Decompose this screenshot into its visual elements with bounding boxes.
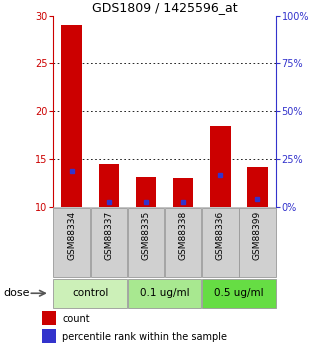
FancyBboxPatch shape <box>202 208 239 277</box>
FancyBboxPatch shape <box>239 208 276 277</box>
FancyBboxPatch shape <box>53 208 90 277</box>
Bar <box>61 25 82 207</box>
Text: 0.1 ug/ml: 0.1 ug/ml <box>140 288 189 298</box>
Text: GSM88399: GSM88399 <box>253 210 262 260</box>
Text: count: count <box>62 314 90 324</box>
Text: dose: dose <box>3 288 30 298</box>
Text: GSM88335: GSM88335 <box>142 210 151 260</box>
Bar <box>210 126 230 207</box>
Bar <box>99 164 119 207</box>
Bar <box>136 177 156 207</box>
Text: 0.5 ug/ml: 0.5 ug/ml <box>214 288 264 298</box>
Text: percentile rank within the sample: percentile rank within the sample <box>62 332 228 342</box>
Text: GSM88336: GSM88336 <box>216 210 225 260</box>
FancyBboxPatch shape <box>128 279 201 307</box>
FancyBboxPatch shape <box>128 208 164 277</box>
Text: GSM88338: GSM88338 <box>178 210 187 260</box>
Text: GSM88337: GSM88337 <box>104 210 113 260</box>
Bar <box>42 311 56 325</box>
Text: control: control <box>72 288 108 298</box>
Bar <box>173 178 193 207</box>
FancyBboxPatch shape <box>165 208 201 277</box>
Bar <box>247 167 268 207</box>
Title: GDS1809 / 1425596_at: GDS1809 / 1425596_at <box>92 1 237 14</box>
FancyBboxPatch shape <box>53 279 127 307</box>
Text: GSM88334: GSM88334 <box>67 210 76 260</box>
Bar <box>42 329 56 343</box>
FancyBboxPatch shape <box>202 279 276 307</box>
FancyBboxPatch shape <box>91 208 127 277</box>
